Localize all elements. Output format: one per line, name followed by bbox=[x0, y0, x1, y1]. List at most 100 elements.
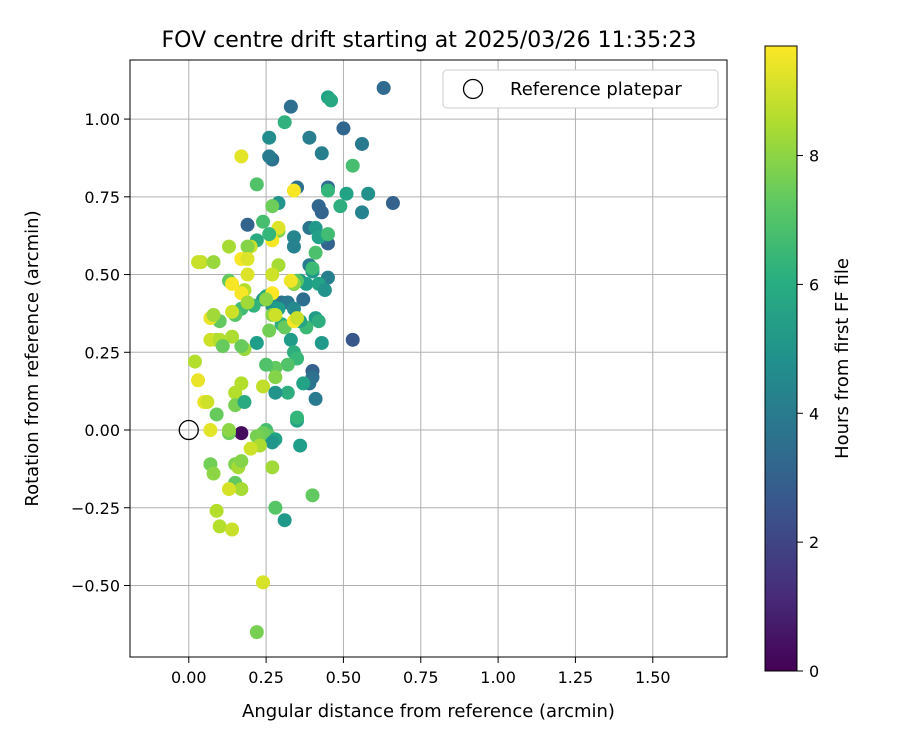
data-point bbox=[268, 385, 283, 400]
data-points bbox=[187, 80, 400, 640]
data-point bbox=[265, 435, 280, 450]
data-point bbox=[385, 196, 400, 211]
data-point bbox=[311, 314, 326, 329]
data-point bbox=[314, 146, 329, 161]
colorbar-tick-label: 6 bbox=[809, 275, 819, 294]
chart-title: FOV centre drift starting at 2025/03/26 … bbox=[162, 28, 697, 53]
data-point bbox=[290, 311, 305, 326]
data-point bbox=[265, 199, 280, 214]
data-point bbox=[268, 370, 283, 385]
y-axis-label: Rotation from reference (arcmin) bbox=[22, 210, 43, 506]
data-point bbox=[234, 149, 249, 164]
colorbar-ticks: 0 2 4 6 8 bbox=[797, 147, 819, 681]
data-point bbox=[280, 357, 295, 372]
x-tick-label: 0.75 bbox=[403, 668, 439, 687]
data-point bbox=[354, 136, 369, 151]
data-point bbox=[302, 130, 317, 145]
data-point bbox=[240, 295, 255, 310]
data-point bbox=[354, 205, 369, 220]
data-point bbox=[268, 500, 283, 515]
data-point bbox=[206, 307, 221, 322]
data-point bbox=[317, 283, 332, 298]
y-tick-label: 0.25 bbox=[84, 343, 120, 362]
data-point bbox=[234, 482, 249, 497]
y-tick-label: −0.25 bbox=[71, 499, 120, 518]
data-point bbox=[249, 177, 264, 192]
legend-box bbox=[442, 69, 719, 109]
y-tick-label: −0.50 bbox=[71, 576, 120, 595]
data-point bbox=[262, 323, 277, 338]
grid-lines bbox=[130, 60, 727, 657]
data-point bbox=[376, 80, 391, 95]
data-point bbox=[203, 423, 218, 438]
data-point bbox=[262, 227, 277, 242]
plot-frame bbox=[129, 59, 728, 658]
data-point bbox=[256, 575, 271, 590]
data-point bbox=[308, 245, 323, 260]
colorbar-tick-label: 4 bbox=[809, 404, 819, 423]
data-point bbox=[225, 276, 240, 291]
y-tick-label: 0.50 bbox=[84, 266, 120, 285]
data-point bbox=[305, 261, 320, 276]
data-point bbox=[256, 379, 271, 394]
data-point bbox=[225, 304, 240, 319]
colorbar-label: Hours from first FF file bbox=[832, 258, 853, 459]
data-point bbox=[293, 438, 308, 453]
data-point bbox=[283, 273, 298, 288]
x-tick-label: 1.50 bbox=[635, 668, 671, 687]
data-point bbox=[286, 183, 301, 198]
data-point bbox=[212, 519, 227, 534]
data-point bbox=[296, 292, 311, 307]
data-point bbox=[221, 423, 236, 438]
data-point bbox=[361, 186, 376, 201]
data-point bbox=[225, 329, 240, 344]
data-point bbox=[339, 186, 354, 201]
data-point bbox=[234, 454, 249, 469]
y-tick-label: 0.00 bbox=[84, 421, 120, 440]
data-point bbox=[286, 239, 301, 254]
data-point bbox=[345, 158, 360, 173]
data-point bbox=[221, 239, 236, 254]
data-point bbox=[249, 335, 264, 350]
colorbar-tick-label: 8 bbox=[809, 147, 819, 166]
data-point bbox=[314, 335, 329, 350]
data-point bbox=[234, 339, 249, 354]
x-axis-label: Angular distance from reference (arcmin) bbox=[242, 701, 615, 722]
data-point bbox=[259, 357, 274, 372]
reference-marker bbox=[178, 419, 199, 441]
data-point bbox=[240, 239, 255, 254]
data-point bbox=[265, 267, 280, 282]
y-tick-label: 0.75 bbox=[84, 188, 120, 207]
data-point bbox=[237, 395, 252, 410]
data-point bbox=[209, 503, 224, 518]
data-point bbox=[333, 199, 348, 214]
data-point bbox=[265, 460, 280, 475]
data-point bbox=[206, 255, 221, 270]
colorbar-tick-label: 0 bbox=[809, 662, 819, 681]
data-point bbox=[320, 183, 335, 198]
data-point bbox=[221, 482, 236, 497]
x-tick-label: 1.25 bbox=[558, 668, 594, 687]
data-point bbox=[305, 488, 320, 503]
x-tick-label: 0.25 bbox=[248, 668, 284, 687]
data-point bbox=[283, 332, 298, 347]
data-point bbox=[290, 410, 305, 425]
data-point bbox=[240, 252, 255, 266]
data-point bbox=[240, 267, 255, 282]
data-point bbox=[228, 385, 243, 400]
data-point bbox=[320, 227, 335, 242]
data-point bbox=[262, 149, 277, 164]
y-tick-label: 1.00 bbox=[84, 110, 120, 129]
data-point bbox=[225, 522, 240, 537]
data-point bbox=[243, 441, 258, 456]
data-point bbox=[240, 217, 255, 232]
data-point bbox=[209, 407, 224, 422]
colorbar bbox=[764, 45, 798, 672]
x-tick-label: 0.50 bbox=[326, 668, 362, 687]
data-point bbox=[259, 292, 274, 307]
data-point bbox=[262, 130, 277, 145]
data-point bbox=[280, 385, 295, 400]
colorbar-tick-label: 2 bbox=[809, 533, 819, 552]
legend-label: Reference platepar bbox=[510, 79, 682, 100]
